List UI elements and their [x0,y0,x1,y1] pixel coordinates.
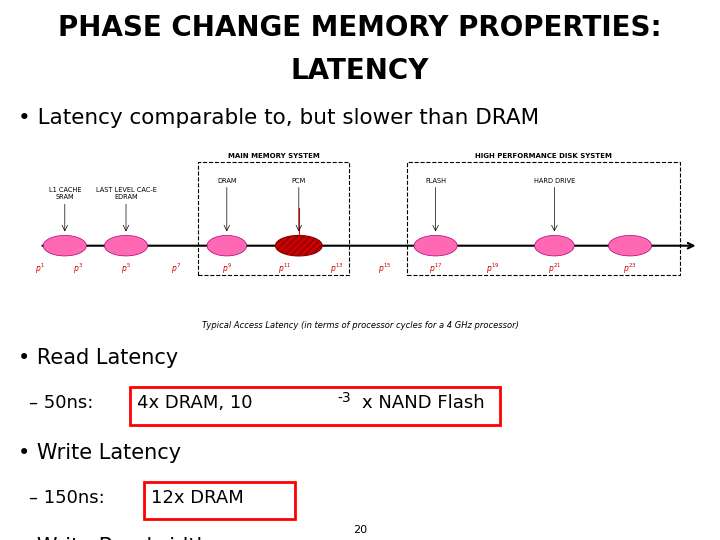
Text: 4x DRAM, 10: 4x DRAM, 10 [137,394,252,412]
Text: $p^{5}$: $p^{5}$ [121,261,131,276]
Text: DRAM: DRAM [217,178,237,184]
Ellipse shape [608,235,652,256]
Text: • Write Bandwidth: • Write Bandwidth [18,537,210,540]
Text: $p^{1}$: $p^{1}$ [35,261,45,276]
Text: $p^{7}$: $p^{7}$ [171,261,181,276]
Text: $p^{17}$: $p^{17}$ [429,261,442,276]
Ellipse shape [414,235,457,256]
Text: L1 CACHE
SRAM: L1 CACHE SRAM [48,187,81,200]
Text: PCM: PCM [292,178,306,184]
Text: HARD DRIVE: HARD DRIVE [534,178,575,184]
Text: – 50ns:: – 50ns: [29,394,99,412]
Text: FLASH: FLASH [425,178,446,184]
Text: 12x DRAM: 12x DRAM [151,489,244,507]
Text: • Latency comparable to, but slower than DRAM: • Latency comparable to, but slower than… [18,108,539,128]
Ellipse shape [534,235,575,256]
Text: – 150ns:: – 150ns: [29,489,110,507]
Ellipse shape [104,235,148,256]
Text: -3: -3 [337,391,351,405]
Text: $p^{3}$: $p^{3}$ [73,261,83,276]
Text: $p^{19}$: $p^{19}$ [487,261,500,276]
Ellipse shape [43,235,86,256]
Text: MAIN MEMORY SYSTEM: MAIN MEMORY SYSTEM [228,153,320,159]
Text: $p^{15}$: $p^{15}$ [379,261,392,276]
Text: • Write Latency: • Write Latency [18,443,181,463]
Text: LAST LEVEL CAC-E
EDRAM: LAST LEVEL CAC-E EDRAM [96,187,156,200]
Text: 20: 20 [353,524,367,535]
Text: LATENCY: LATENCY [291,57,429,85]
Text: $p^{23}$: $p^{23}$ [624,261,636,276]
Text: PHASE CHANGE MEMORY PROPERTIES:: PHASE CHANGE MEMORY PROPERTIES: [58,14,662,42]
Text: HIGH PERFORMANCE DISK SYSTEM: HIGH PERFORMANCE DISK SYSTEM [475,153,612,159]
Text: $p^{9}$: $p^{9}$ [222,261,232,276]
Text: Typical Access Latency (in terms of processor cycles for a 4 GHz processor): Typical Access Latency (in terms of proc… [202,321,518,330]
Text: • Read Latency: • Read Latency [18,348,179,368]
Text: $p^{11}$: $p^{11}$ [278,261,291,276]
Text: $p^{21}$: $p^{21}$ [548,261,561,276]
Ellipse shape [207,235,246,256]
Text: x NAND Flash: x NAND Flash [362,394,485,412]
Text: $p^{13}$: $p^{13}$ [330,261,343,276]
Ellipse shape [276,235,323,256]
